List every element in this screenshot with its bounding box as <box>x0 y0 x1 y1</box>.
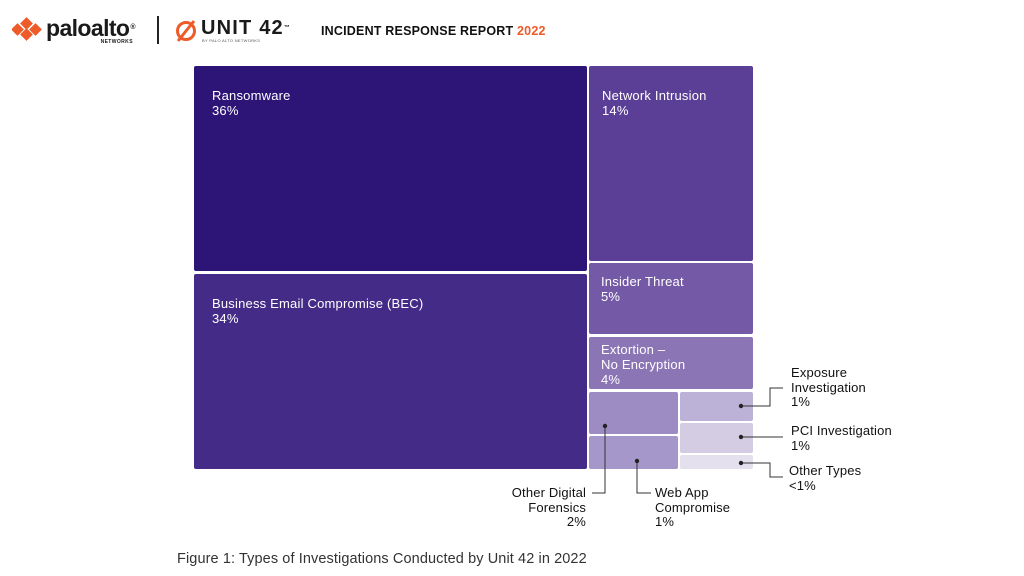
cell-label: Extortion – No Encryption <box>601 342 686 372</box>
ext-label-value: 1% <box>791 437 811 453</box>
ext-label-value: 1% <box>791 394 811 409</box>
unit42-logo: UNIT 42™ BY PALO ALTO NETWORKS <box>174 17 291 43</box>
cell-value: 14% <box>602 103 629 118</box>
label-pci-investigation: PCI Investigation 1% <box>791 423 892 453</box>
cell-network-intrusion: Network Intrusion 14% <box>589 66 753 261</box>
ext-label-value: 1% <box>655 514 675 529</box>
ext-label-name: Web App Compromise <box>655 485 731 515</box>
cell-value: 4% <box>601 372 621 387</box>
ext-label-name: Other Digital Forensics <box>511 485 586 515</box>
cell-other-types <box>680 455 753 469</box>
paloalto-wordmark: paloalto® <box>46 15 135 41</box>
figure-caption: Figure 1: Types of Investigations Conduc… <box>177 551 587 567</box>
cell-bec: Business Email Compromise (BEC) 34% <box>194 274 587 469</box>
cell-value: 34% <box>212 311 239 326</box>
ext-label-name: Other Types <box>789 463 862 478</box>
cell-label: Network Intrusion <box>602 88 707 103</box>
header-divider <box>157 16 159 44</box>
label-web-app-compromise: Web App Compromise 1% <box>655 485 731 530</box>
ext-label-value: <1% <box>789 477 816 493</box>
cell-pci-investigation <box>680 423 753 453</box>
cell-label: Insider Threat <box>601 274 684 289</box>
report-year: 2022 <box>517 24 546 38</box>
paloalto-mark-icon <box>12 17 42 41</box>
report-header: paloalto® NETWORKS UNIT 42™ BY PALO ALTO… <box>0 0 1024 60</box>
label-other-types: Other Types <1% <box>789 463 862 493</box>
unit42-wordmark: UNIT 42™ <box>201 17 292 39</box>
ext-label-value: 2% <box>566 514 586 529</box>
cell-extortion: Extortion – No Encryption 4% <box>589 337 753 389</box>
cell-label: Ransomware <box>212 88 291 103</box>
ext-label-name: Exposure Investigation <box>791 365 866 395</box>
unit42-mark-icon <box>176 20 196 42</box>
report-title: INCIDENT RESPONSE REPORT 2022 <box>321 24 546 38</box>
cell-insider-threat: Insider Threat 5% <box>589 263 753 334</box>
cell-value: 5% <box>601 289 621 304</box>
unit42-subtitle: BY PALO ALTO NETWORKS <box>202 38 261 43</box>
label-exposure-investigation: Exposure Investigation 1% <box>791 365 866 410</box>
label-other-digital-forensics: Other Digital Forensics 2% <box>511 485 586 530</box>
ext-label-name: PCI Investigation <box>791 423 892 438</box>
cell-other-digital-forensics <box>589 392 678 434</box>
cell-label: Business Email Compromise (BEC) <box>212 296 424 311</box>
cell-exposure-investigation <box>680 392 753 421</box>
cell-web-app-compromise <box>589 436 678 469</box>
cell-ransomware: Ransomware 36% <box>194 66 587 271</box>
paloalto-subtitle: NETWORKS <box>100 39 133 45</box>
cell-value: 36% <box>212 103 239 118</box>
paloalto-logo: paloalto® NETWORKS <box>12 15 135 45</box>
